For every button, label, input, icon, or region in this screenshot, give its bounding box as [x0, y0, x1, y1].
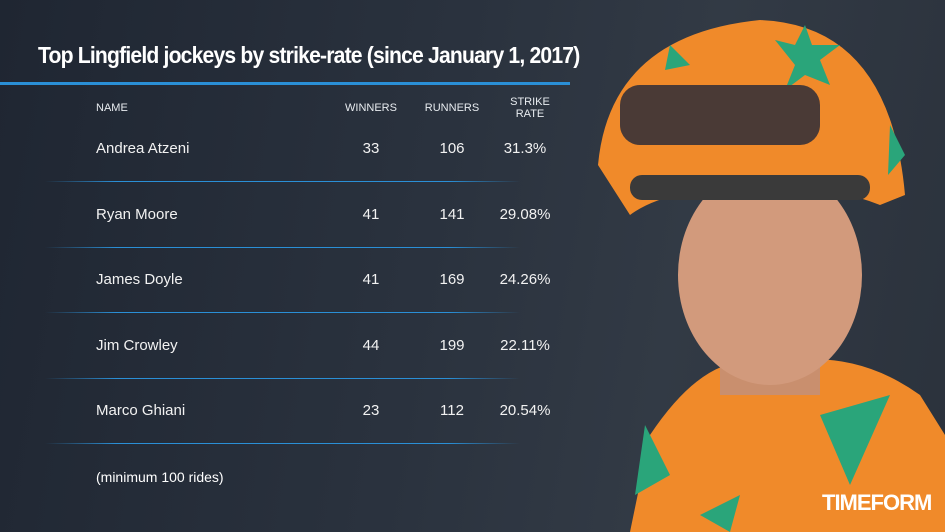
- row-winners: 41: [362, 271, 380, 288]
- row-divider: [45, 377, 520, 379]
- row-name: James Doyle: [96, 271, 183, 288]
- row-runners: 141: [439, 205, 465, 223]
- row-divider: [45, 443, 520, 444]
- row-strike-rate: 20.54%: [499, 402, 551, 419]
- row-name: Ryan Moore: [96, 205, 178, 223]
- row-runners: 106: [439, 140, 465, 157]
- helmet-band: [630, 175, 870, 200]
- header-strike: STRIKE: [510, 96, 550, 108]
- face: [678, 165, 862, 385]
- row-divider: [45, 181, 520, 182]
- row-name: Marco Ghiani: [96, 402, 186, 419]
- row-winners: 44: [362, 336, 380, 354]
- row-winners: 23: [362, 402, 380, 419]
- row-strike-rate: 24.26%: [499, 271, 551, 288]
- header-winners: WINNERS: [345, 102, 397, 114]
- header-rate: RATE: [515, 108, 545, 120]
- row-divider: [45, 246, 520, 248]
- header-strike-rate: STRIKE RATE: [490, 96, 570, 120]
- row-strike-rate: 29.08%: [499, 205, 551, 223]
- timeform-logo: TIMEFORM: [822, 490, 932, 515]
- row-runners: 169: [439, 271, 465, 288]
- row-divider: [45, 312, 520, 313]
- row-winners: 41: [362, 205, 380, 223]
- page-title: Top Lingfield jockeys by strike-rate (si…: [38, 42, 580, 68]
- row-strike-rate: 31.3%: [503, 140, 547, 157]
- row-runners: 112: [440, 402, 464, 419]
- goggles: [620, 85, 820, 145]
- header-name: NAME: [96, 102, 128, 114]
- header-runners: RUNNERS: [424, 102, 480, 114]
- silks-star: [635, 395, 890, 532]
- row-name: Andrea Atzeni: [96, 140, 190, 157]
- title-underline: [0, 82, 570, 85]
- row-strike-rate: 22.11%: [500, 336, 550, 354]
- row-runners: 199: [439, 336, 465, 354]
- row-winners: 33: [362, 140, 380, 157]
- footnote: (minimum 100 rides): [96, 469, 224, 485]
- row-name: Jim Crowley: [96, 336, 178, 354]
- jockey-photo: [598, 20, 945, 532]
